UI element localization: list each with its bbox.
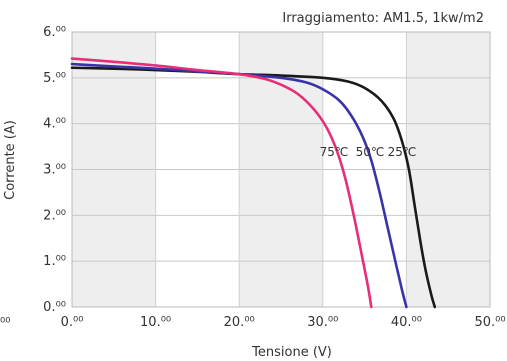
y-tick-label: 1.⁰⁰ — [43, 254, 66, 269]
x-tick-label: 20.⁰⁰ — [224, 315, 255, 330]
y-tick-label: 5.⁰⁰ — [43, 71, 66, 86]
x-tick-label: 50.⁰⁰ — [474, 315, 505, 330]
series-line-1 — [70, 62, 408, 309]
y-tick-label: 4.⁰⁰ — [43, 117, 66, 132]
x-tick-label: 10.⁰⁰ — [140, 315, 171, 330]
series-label-2: 75℃ — [320, 145, 349, 159]
plot-frame — [71, 31, 491, 308]
chart-subtitle: Irraggiamento: AM1.5, 1kw/m2 — [282, 11, 484, 26]
series-label-1: 50℃ — [356, 145, 385, 159]
x-axis-label: Tensione (V) — [251, 345, 332, 360]
x-tick-label: 30.⁰⁰ — [307, 315, 338, 330]
y-tick-label: 3.⁰⁰ — [43, 163, 66, 178]
x-tick-label: 40.⁰⁰ — [391, 315, 422, 330]
left-edge-fragment: ⁰⁰ — [0, 316, 10, 331]
x-tick-label: 0.⁰⁰ — [61, 315, 84, 330]
series-label-0: 25℃ — [388, 145, 417, 159]
y-tick-label: 2.⁰⁰ — [43, 208, 66, 223]
y-tick-label: 0.⁰⁰ — [43, 300, 66, 315]
y-axis-label: Corrente (A) — [3, 120, 18, 200]
y-tick-label: 6.⁰⁰ — [43, 25, 66, 40]
series-line-2 — [70, 57, 373, 309]
